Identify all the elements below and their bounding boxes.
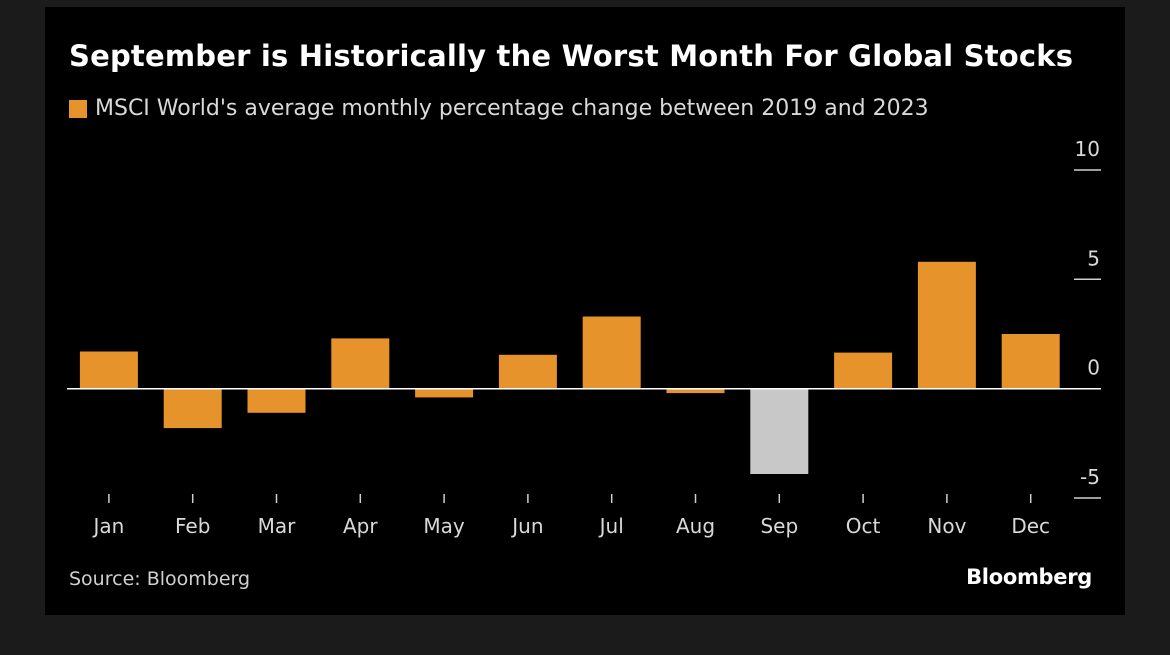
- bloomberg-logo: Bloomberg: [966, 565, 1092, 589]
- y-axis: 10 5 0 -5: [1074, 137, 1101, 499]
- y-tick-label--5: -5: [1080, 465, 1100, 489]
- bar-aug: [666, 388, 725, 394]
- x-tick-label-may: May: [423, 514, 465, 538]
- bar-oct: [834, 352, 893, 389]
- x-tick-label-oct: Oct: [846, 514, 881, 538]
- x-tick-label-feb: Feb: [175, 514, 210, 538]
- x-tick-label-apr: Apr: [343, 514, 378, 538]
- x-tick-label-jul: Jul: [598, 514, 624, 538]
- x-tick-label-mar: Mar: [258, 514, 297, 538]
- x-tick-label-jan: Jan: [91, 514, 124, 538]
- y-tick-label-10: 10: [1075, 137, 1100, 161]
- chart-panel: September is Historically the Worst Mont…: [45, 7, 1125, 615]
- x-tick-label-aug: Aug: [676, 514, 715, 538]
- x-tick-label-dec: Dec: [1011, 514, 1050, 538]
- x-tick-label-sep: Sep: [760, 514, 798, 538]
- bar-apr: [331, 338, 390, 389]
- legend: MSCI World's average monthly percentage …: [69, 96, 929, 121]
- y-tick-label-0: 0: [1087, 356, 1100, 380]
- bar-mar: [247, 388, 306, 413]
- y-tick-label-5: 5: [1087, 246, 1100, 270]
- bar-sep: [750, 388, 809, 474]
- bar-jul: [582, 316, 641, 389]
- bar-chart: 10 5 0 -5 Jan Feb Mar Apr May Jun Jul Aug Sep Oct Nov…: [67, 137, 1101, 538]
- bar-dec: [1001, 334, 1060, 389]
- legend-swatch: [69, 99, 87, 118]
- x-tick-label-nov: Nov: [927, 514, 966, 538]
- bars-layer: [79, 261, 1060, 474]
- chart-title: September is Historically the Worst Mont…: [69, 39, 1074, 73]
- source-note: Source: Bloomberg: [69, 568, 251, 590]
- bar-nov: [917, 261, 976, 389]
- x-tick-label-jun: Jun: [510, 514, 543, 538]
- bar-feb: [163, 388, 222, 429]
- legend-label: MSCI World's average monthly percentage …: [95, 96, 929, 121]
- bar-jan: [79, 351, 138, 389]
- bar-may: [415, 388, 474, 398]
- bar-jun: [498, 354, 557, 389]
- x-axis: Jan Feb Mar Apr May Jun Jul Aug Sep Oct Nov Dec: [91, 494, 1050, 538]
